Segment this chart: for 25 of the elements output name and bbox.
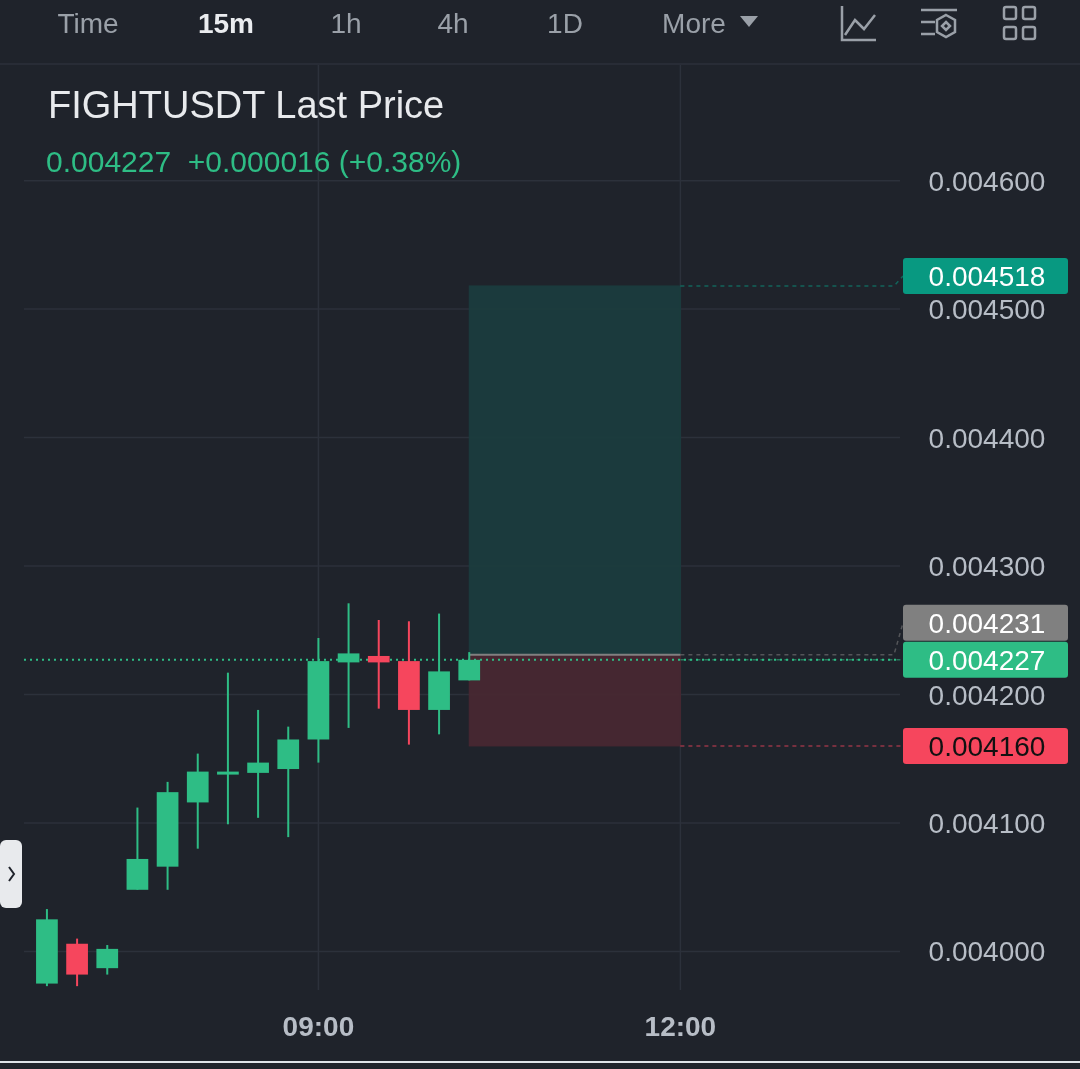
y-tick-label: 0.004600 <box>928 165 1046 197</box>
y-tick-label: 0.004000 <box>928 936 1046 968</box>
ref-line-label: 0.004227 <box>928 644 1046 676</box>
text: More <box>662 8 726 39</box>
x-tick-label: 12:00 <box>644 1011 717 1042</box>
y-tick-label: 0.004200 <box>928 679 1046 711</box>
band-label: 0.004518 <box>928 261 1046 293</box>
candlestick <box>247 708 269 819</box>
candlestick <box>96 944 119 976</box>
x-tick-label: 09:00 <box>282 1011 355 1042</box>
band-label: 0.004160 <box>928 730 1046 762</box>
y-tick-label: 0.004300 <box>928 551 1046 583</box>
candlestick <box>367 619 390 710</box>
candlestick <box>217 671 239 826</box>
text: 4h <box>437 8 469 39</box>
text: 0.004227 +0.000016 (+0.38%) <box>46 145 462 178</box>
text: 1D <box>547 8 583 39</box>
y-tick-label: 0.004500 <box>928 294 1046 326</box>
text: FIGHTUSDT Last Price <box>48 84 445 126</box>
text: 1h <box>330 8 362 39</box>
text: 15m <box>197 8 255 39</box>
y-tick-label: 0.004400 <box>928 422 1046 454</box>
ref-line-label: 0.004231 <box>928 607 1046 639</box>
text: Time <box>57 8 119 39</box>
y-tick-label: 0.004100 <box>928 807 1046 839</box>
